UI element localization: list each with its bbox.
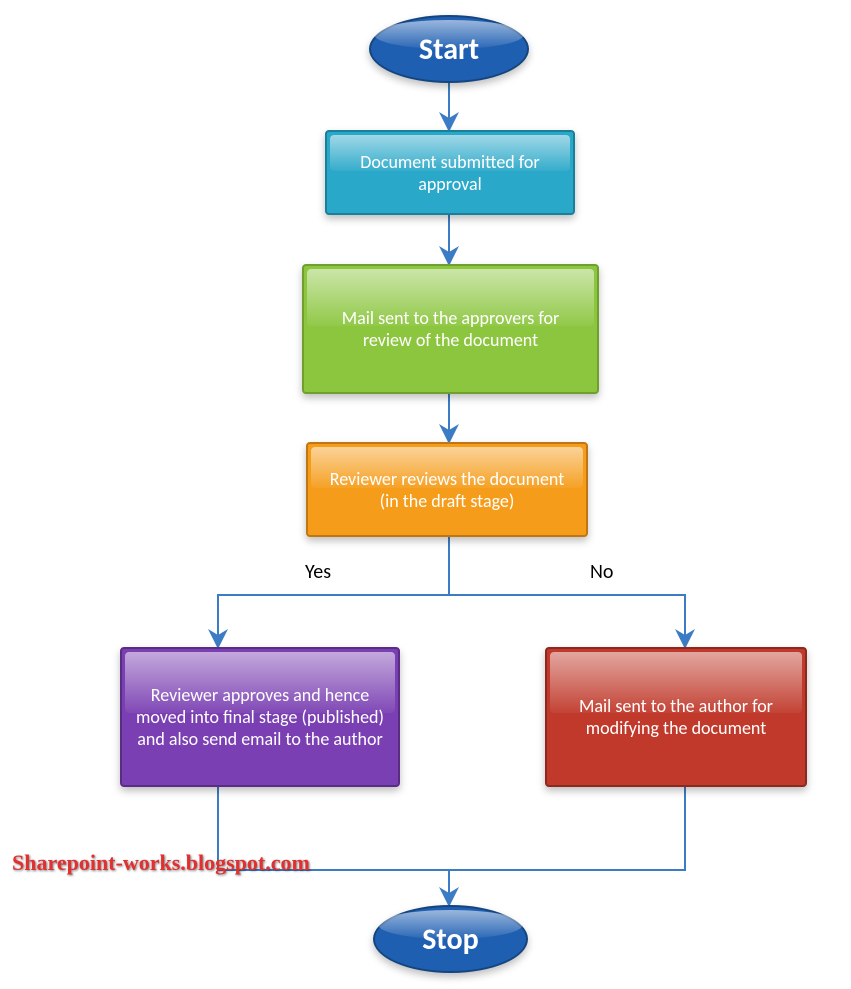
watermark-label: Sharepoint-works.blogspot.com bbox=[12, 850, 310, 875]
start-node: Start bbox=[369, 15, 529, 83]
watermark-text: Sharepoint-works.blogspot.com bbox=[12, 850, 310, 876]
edge-branch-split-to-mail_author bbox=[449, 595, 685, 647]
submit-label: Document submitted for approval bbox=[341, 151, 559, 195]
review-node: Reviewer reviews the document (in the dr… bbox=[306, 442, 588, 537]
review-label: Reviewer reviews the document (in the dr… bbox=[322, 468, 572, 512]
no-text: No bbox=[590, 560, 613, 584]
submit-node: Document submitted for approval bbox=[325, 130, 575, 215]
approve-node: Reviewer approves and hence moved into f… bbox=[120, 647, 400, 787]
stop-node: Stop bbox=[373, 905, 528, 973]
stop-label: Stop bbox=[422, 921, 479, 958]
mail-approvers-label: Mail sent to the approvers for review of… bbox=[318, 307, 583, 351]
start-label: Start bbox=[419, 31, 479, 68]
approve-label: Reviewer approves and hence moved into f… bbox=[136, 684, 384, 750]
edge-branch-split-to-approve bbox=[218, 595, 449, 647]
mail-author-label: Mail sent to the author for modifying th… bbox=[561, 695, 791, 739]
yes-text: Yes bbox=[305, 560, 331, 584]
mail-author-node: Mail sent to the author for modifying th… bbox=[545, 647, 807, 787]
edge-mail_author-to-merge bbox=[449, 787, 685, 870]
mail-approvers-node: Mail sent to the approvers for review of… bbox=[302, 264, 599, 394]
decision-label-yes: Yes bbox=[305, 560, 331, 584]
flowchart-canvas: Start Document submitted for approval Ma… bbox=[0, 0, 851, 989]
decision-label-no: No bbox=[590, 560, 613, 584]
